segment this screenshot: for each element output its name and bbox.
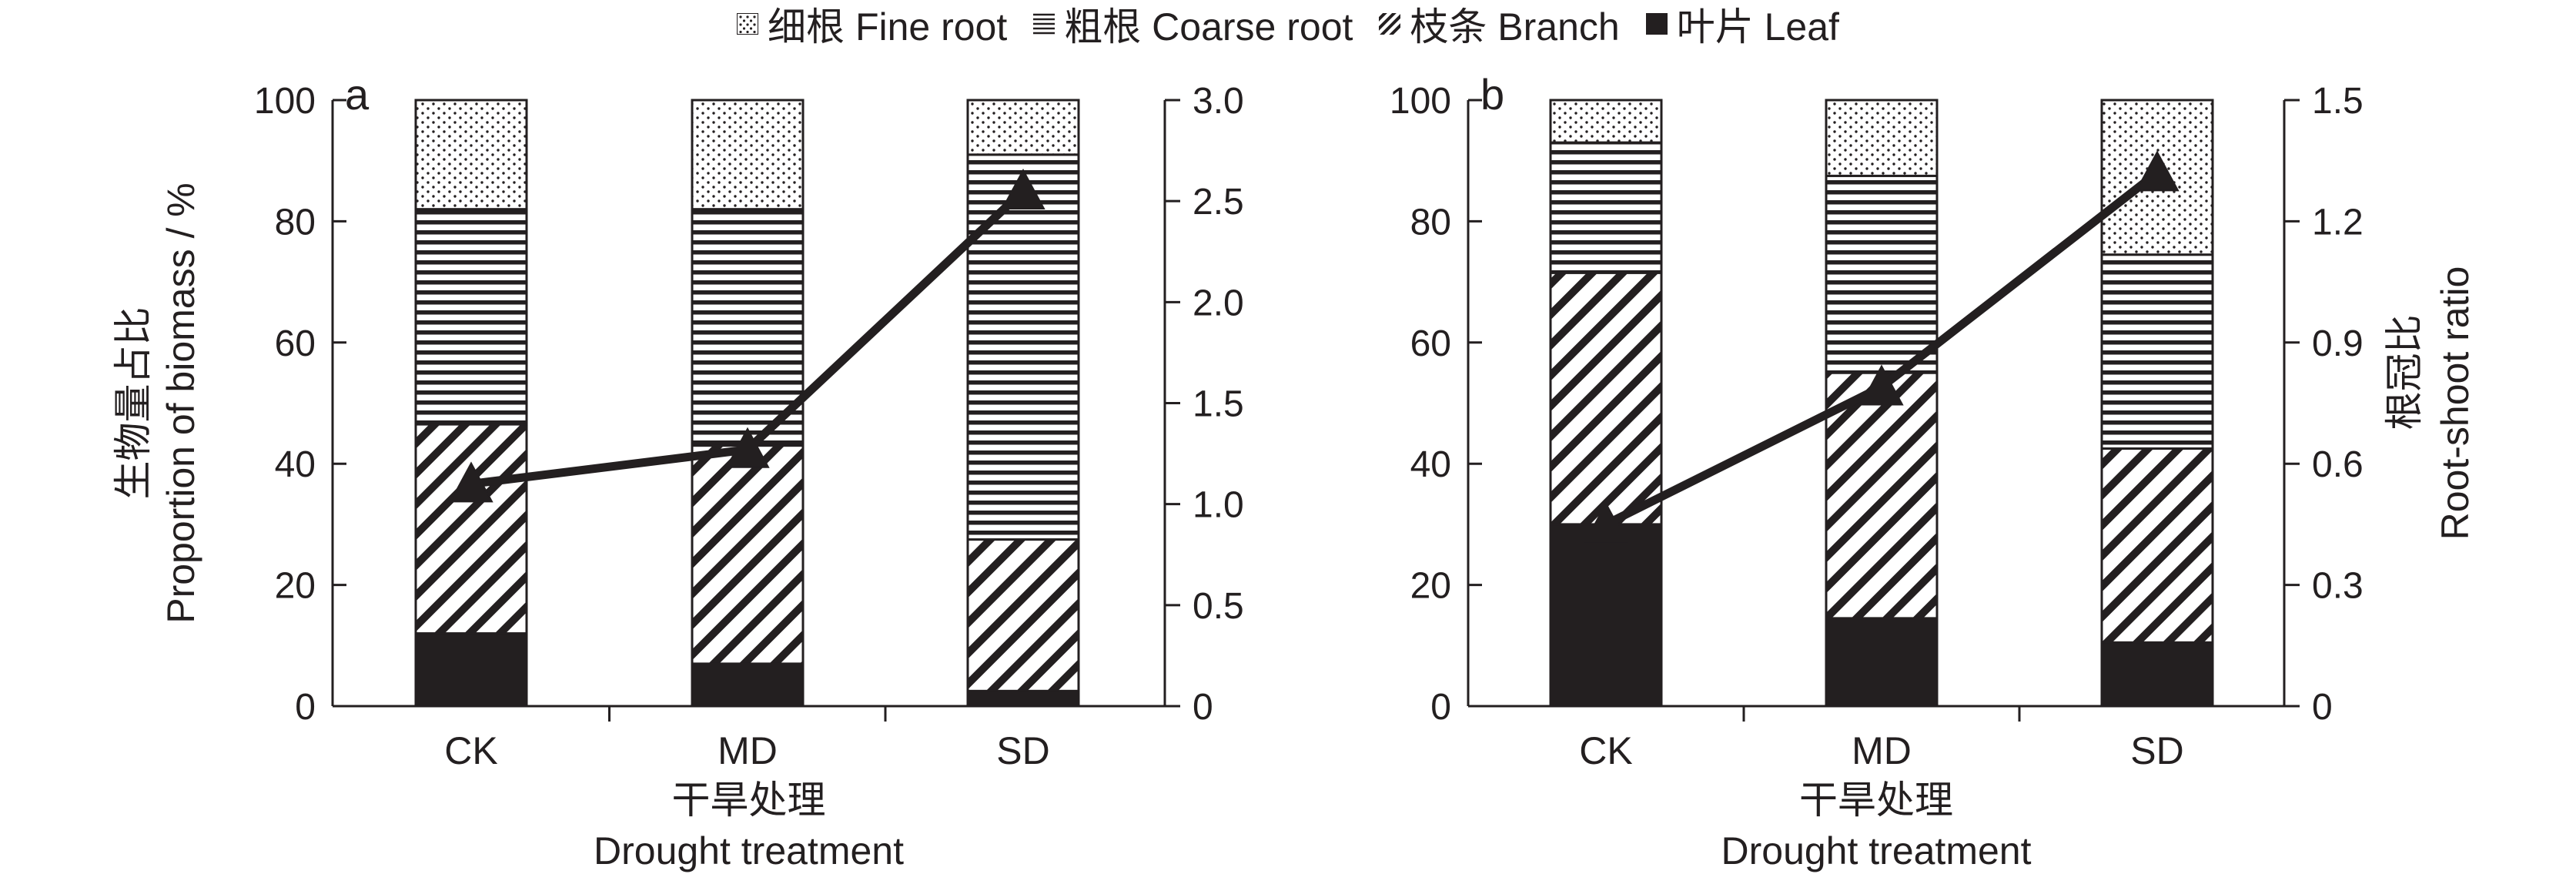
bar-segment-sd-solid: [966, 689, 1080, 708]
y-tick-label: 0: [1430, 687, 1451, 728]
x-tick-label: SD: [2130, 729, 2183, 772]
bar-segment-ck-diagonal: [414, 423, 528, 635]
y2-axis-label-en: Root-shoot ratio: [2434, 266, 2477, 541]
y-tick-label: 60: [275, 323, 316, 364]
y-tick-label: 40: [275, 444, 316, 485]
ratio-marker-triangle: [1584, 501, 1628, 543]
chart-panel-a: 0 20 40 60 80 100 0 0.5 1.0 1.5 2.0 2.5 3.0 CK MD SD 干旱处…: [112, 70, 1244, 872]
bar-segment-sd-hlines: [2100, 253, 2214, 450]
bar-segment-ck-hlines: [414, 208, 528, 426]
bar-segment-ck-dots: [414, 99, 528, 211]
y2-tick-label: 1.5: [2312, 81, 2364, 122]
bar-segment-ck-dots: [1549, 99, 1663, 144]
bar-segment-md-solid: [691, 662, 805, 708]
legend-label-coarse-root: 粗根 Coarse root: [1064, 5, 1353, 49]
y-tick-label: 100: [1390, 81, 1451, 122]
y-tick-label: 20: [1410, 566, 1451, 607]
bar-segment-sd-solid: [2100, 641, 2214, 708]
x-axis-label-cn: 干旱处理: [672, 779, 826, 822]
y2-tick-label: 0: [2312, 687, 2333, 728]
legend-item-coarse-root: 粗根 Coarse root: [1033, 0, 1353, 52]
legend: 细根 Fine root 粗根 Coarse root 枝条: [0, 0, 2576, 49]
chart-panel-b: 0 20 40 60 80 100 0 0.3 0.6 0.9 1.2 1.5 CK MD SD 干旱处理 Dr…: [1390, 70, 2477, 872]
y2-tick-label: 1.2: [2312, 202, 2364, 243]
y2-tick-label: 0.3: [2312, 566, 2364, 607]
panel-label: b: [1480, 70, 1504, 119]
ratio-marker-triangle: [725, 427, 770, 468]
y2-tick-label: 0.9: [2312, 323, 2364, 364]
y-axis-label-en: Proportion of biomass / %: [159, 183, 202, 624]
y-axis-label-cn: 生物量占比: [112, 307, 155, 500]
x-tick-label: MD: [718, 729, 778, 772]
bar-segment-ck-hlines: [1549, 141, 1663, 274]
y2-tick-label: 0: [1193, 687, 1213, 728]
bar-segment-sd-diagonal: [966, 538, 1080, 692]
bar-segment-md-dots: [691, 99, 805, 211]
y2-tick-label: 2.0: [1193, 283, 1244, 323]
leaf-swatch-icon: [1645, 13, 1668, 35]
y-tick-label: 20: [275, 566, 316, 607]
y2-tick-label: 0.6: [2312, 444, 2364, 485]
ratio-marker-triangle: [1001, 168, 1045, 209]
y-tick-label: 60: [1410, 323, 1451, 364]
bar-segment-sd-dots: [966, 99, 1080, 156]
y-tick-label: 40: [1410, 444, 1451, 485]
bar-segment-sd-hlines: [966, 153, 1080, 541]
legend-item-fine-root: 细根 Fine root: [737, 0, 1007, 52]
bar-segment-md-hlines: [1825, 174, 1939, 374]
ratio-marker-triangle: [449, 461, 493, 503]
bar-segment-ck-diagonal: [1549, 271, 1663, 526]
x-tick-label: CK: [1579, 729, 1632, 772]
coarse-root-swatch-icon: [1033, 13, 1055, 35]
bar-segment-md-diagonal: [1825, 371, 1939, 620]
x-tick-label: CK: [444, 729, 497, 772]
bar-segment-md-diagonal: [691, 444, 805, 665]
bar-segment-ck-solid: [414, 632, 528, 708]
branch-swatch-icon: [1379, 13, 1401, 35]
y2-tick-label: 1.5: [1193, 384, 1244, 425]
legend-item-leaf: 叶片 Leaf: [1645, 0, 1839, 52]
bar-segment-ck-solid: [1549, 523, 1663, 708]
y-tick-label: 0: [295, 687, 316, 728]
legend-label-fine-root: 细根 Fine root: [768, 5, 1008, 49]
y2-axis-label-cn: 根冠比: [2383, 315, 2426, 430]
y-tick-label: 100: [254, 81, 316, 122]
legend-label-branch: 枝条 Branch: [1410, 5, 1620, 49]
y2-tick-label: 2.5: [1193, 182, 1244, 223]
x-axis-label-cn: 干旱处理: [1799, 779, 1953, 822]
y2-tick-label: 0.5: [1193, 586, 1244, 627]
panel-label: a: [345, 70, 370, 119]
bar-segment-md-dots: [1825, 99, 1939, 177]
ratio-marker-triangle: [1859, 364, 1904, 406]
x-tick-label: SD: [996, 729, 1049, 772]
bar-segment-md-hlines: [691, 208, 805, 447]
x-tick-label: MD: [1852, 729, 1912, 772]
bar-segment-sd-diagonal: [2100, 447, 2214, 644]
legend-label-leaf: 叶片 Leaf: [1676, 5, 1839, 49]
y-tick-label: 80: [1410, 202, 1451, 243]
ratio-marker-triangle: [2135, 150, 2180, 192]
y2-tick-label: 1.0: [1193, 485, 1244, 526]
legend-item-branch: 枝条 Branch: [1379, 0, 1620, 52]
x-axis-label-en: Drought treatment: [1721, 829, 2032, 872]
y-tick-label: 80: [275, 202, 316, 243]
y2-tick-label: 3.0: [1193, 81, 1244, 122]
fine-root-swatch-icon: [737, 13, 759, 35]
bar-segment-md-solid: [1825, 617, 1939, 708]
x-axis-label-en: Drought treatment: [594, 829, 904, 872]
